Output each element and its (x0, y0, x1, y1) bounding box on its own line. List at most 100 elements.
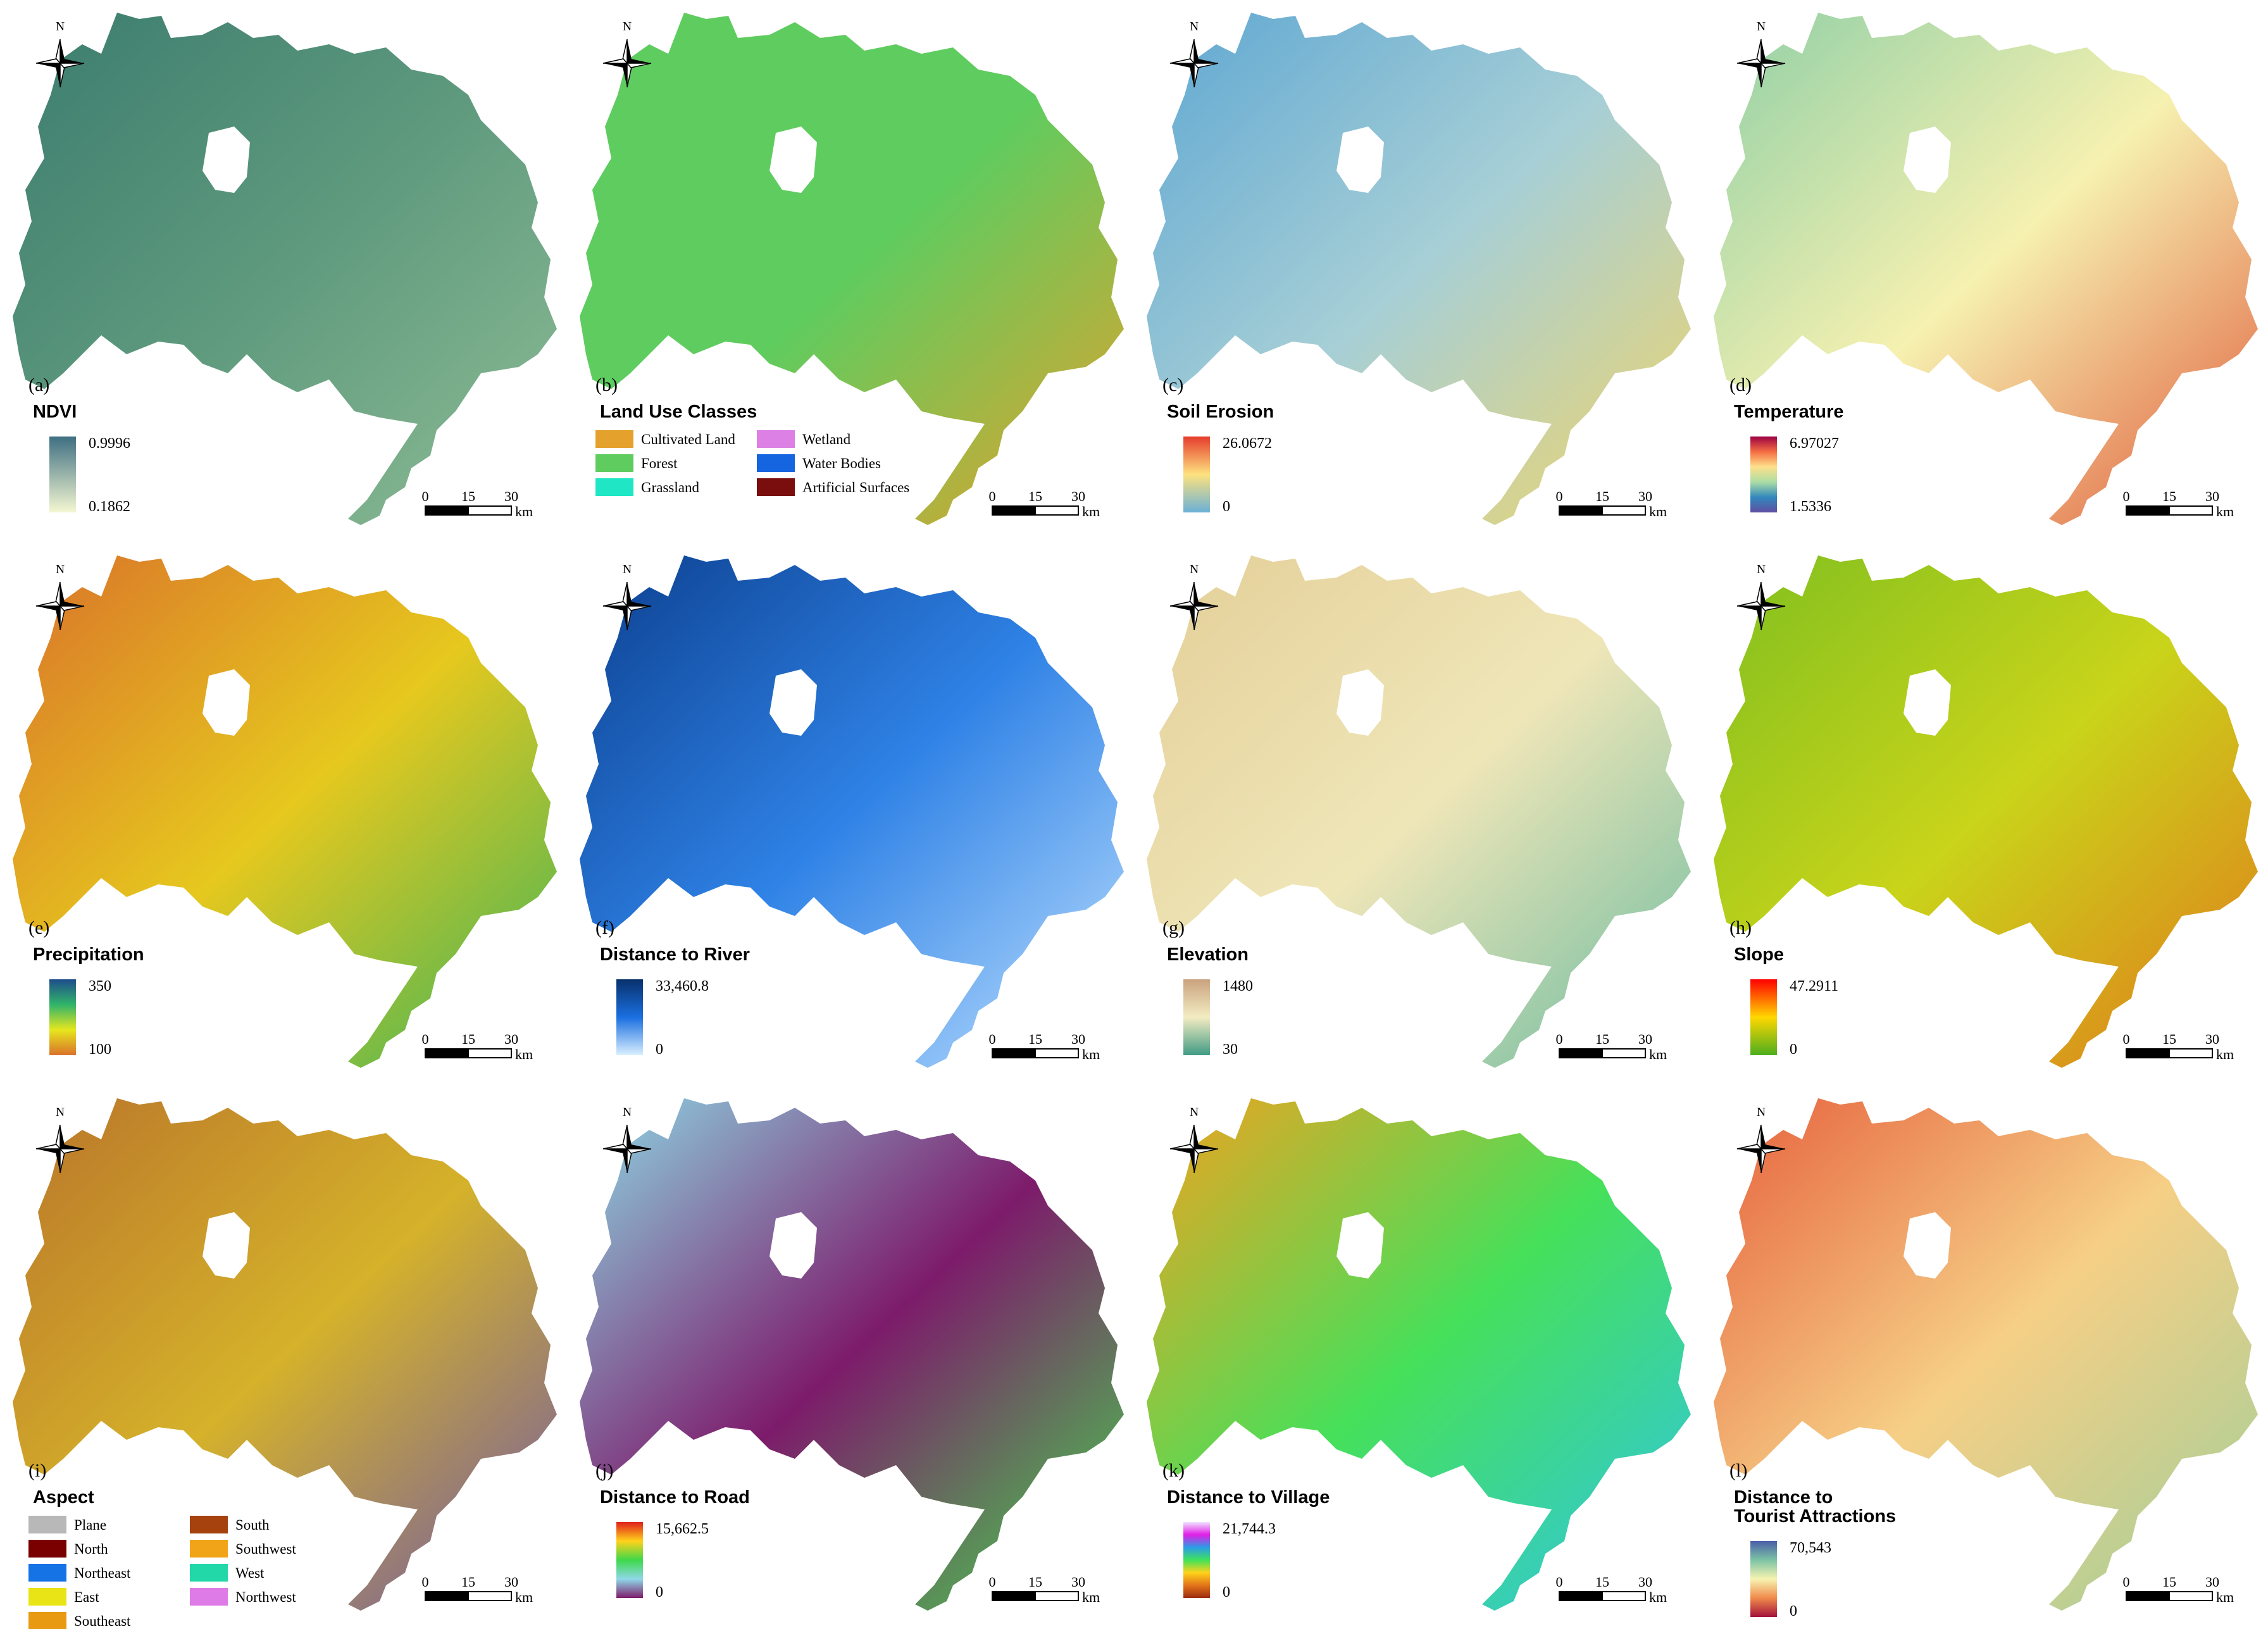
north-arrow-icon (1736, 1124, 1786, 1174)
map-panel-i: N (i) Aspect Plane North Northeast East Southea… (13, 1098, 557, 1629)
legend-swatch-i (28, 1516, 66, 1533)
north-label: N (1757, 1105, 1766, 1119)
legend-title-g: Elevation (1167, 945, 1249, 965)
legend-colorbar-e (49, 979, 76, 1055)
legend-class-i: Southwest (235, 1541, 296, 1557)
map-region-a (13, 13, 557, 525)
legend-title-c: Soil Erosion (1167, 402, 1274, 422)
map-region-h (1714, 555, 2258, 1068)
scale-tick: 15 (2162, 1031, 2176, 1047)
scale-tick: 15 (2162, 488, 2176, 504)
scale-tick: 30 (504, 488, 518, 504)
legend-swatch-i (28, 1588, 66, 1606)
map-hole (202, 1212, 250, 1279)
north-arrow-icon (1736, 581, 1786, 631)
scale-unit: km (515, 1589, 533, 1605)
legend-colorbar-l (1750, 1541, 1777, 1617)
map-region-c (1147, 13, 1691, 525)
north-label: N (623, 562, 632, 576)
scale-tick: 0 (2123, 1031, 2130, 1047)
legend-min-j: 0 (656, 1584, 663, 1601)
north-arrow-icon (35, 1124, 85, 1174)
north-label: N (1190, 1105, 1199, 1119)
scale-unit: km (1082, 1589, 1100, 1605)
legend-class-i: Northwest (235, 1589, 296, 1605)
panel-tag-j: (j) (595, 1460, 613, 1481)
legend-colorbar-h (1750, 979, 1777, 1055)
panel-tag-l: (l) (1729, 1460, 1747, 1481)
scale-tick: 30 (1638, 1031, 1652, 1047)
scale-tick: 0 (989, 1574, 996, 1590)
scale-tick: 0 (1556, 1031, 1563, 1047)
scale-unit: km (1649, 504, 1667, 519)
north-label: N (56, 562, 65, 576)
panel-tag-d: (d) (1729, 375, 1752, 395)
legend-class-b: Forest (641, 455, 678, 471)
legend-max-f: 33,460.8 (656, 978, 709, 994)
legend-swatch-i (28, 1564, 66, 1582)
map-region-d (1714, 13, 2258, 525)
north-arrow-icon (602, 581, 652, 631)
north-arrow-icon (1736, 39, 1786, 88)
legend-colorbar-f (616, 979, 643, 1055)
map-region-g (1147, 555, 1691, 1068)
legend-title-a: NDVI (33, 402, 77, 422)
north-arrow-icon (1169, 39, 1219, 88)
scale-tick: 15 (461, 1031, 475, 1047)
legend-colorbar-j (616, 1522, 643, 1598)
legend-title-k: Distance to Village (1167, 1487, 1330, 1508)
legend-max-g: 1480 (1223, 978, 1253, 994)
scale-unit: km (2216, 504, 2234, 519)
legend-min-a: 0.1862 (89, 499, 130, 515)
scale-tick: 0 (422, 1574, 429, 1590)
map-region-k (1147, 1098, 1691, 1611)
legend-max-k: 21,744.3 (1223, 1521, 1276, 1537)
legend-class-i: South (235, 1517, 270, 1533)
legend-class-i: Northeast (74, 1565, 131, 1581)
scale-unit: km (515, 504, 533, 519)
legend-class-b: Artificial Surfaces (802, 480, 909, 495)
legend-swatch-b (757, 454, 795, 472)
scale-tick: 15 (1595, 1574, 1609, 1590)
legend-title-i: Aspect (33, 1487, 94, 1508)
legend-colorbar-a (49, 437, 76, 512)
scale-unit: km (1649, 1589, 1667, 1605)
legend-swatch-b (757, 430, 795, 448)
legend-min-g: 30 (1223, 1041, 1238, 1058)
legend-max-j: 15,662.5 (656, 1521, 709, 1537)
legend-colorbar-c (1183, 437, 1210, 512)
north-label: N (1190, 20, 1199, 34)
legend-max-h: 47.2911 (1790, 978, 1838, 994)
legend-class-b: Grassland (641, 480, 699, 495)
panel-tag-c: (c) (1162, 375, 1183, 395)
legend-max-e: 350 (89, 978, 111, 994)
north-label: N (56, 20, 65, 34)
panel-tag-a: (a) (28, 375, 49, 395)
panel-tag-g: (g) (1162, 917, 1185, 938)
panel-tag-e: (e) (28, 917, 49, 938)
legend-swatch-i (190, 1516, 228, 1533)
legend-swatch-i (28, 1612, 66, 1629)
map-hole (202, 669, 250, 736)
north-label: N (1757, 20, 1766, 34)
scale-tick: 0 (2123, 488, 2130, 504)
legend-swatch-i (190, 1588, 228, 1606)
legend-title-j: Distance to Road (600, 1487, 750, 1508)
map-region-l (1714, 1098, 2258, 1611)
legend-colorbar-g (1183, 979, 1210, 1055)
north-arrow-icon (602, 39, 652, 88)
